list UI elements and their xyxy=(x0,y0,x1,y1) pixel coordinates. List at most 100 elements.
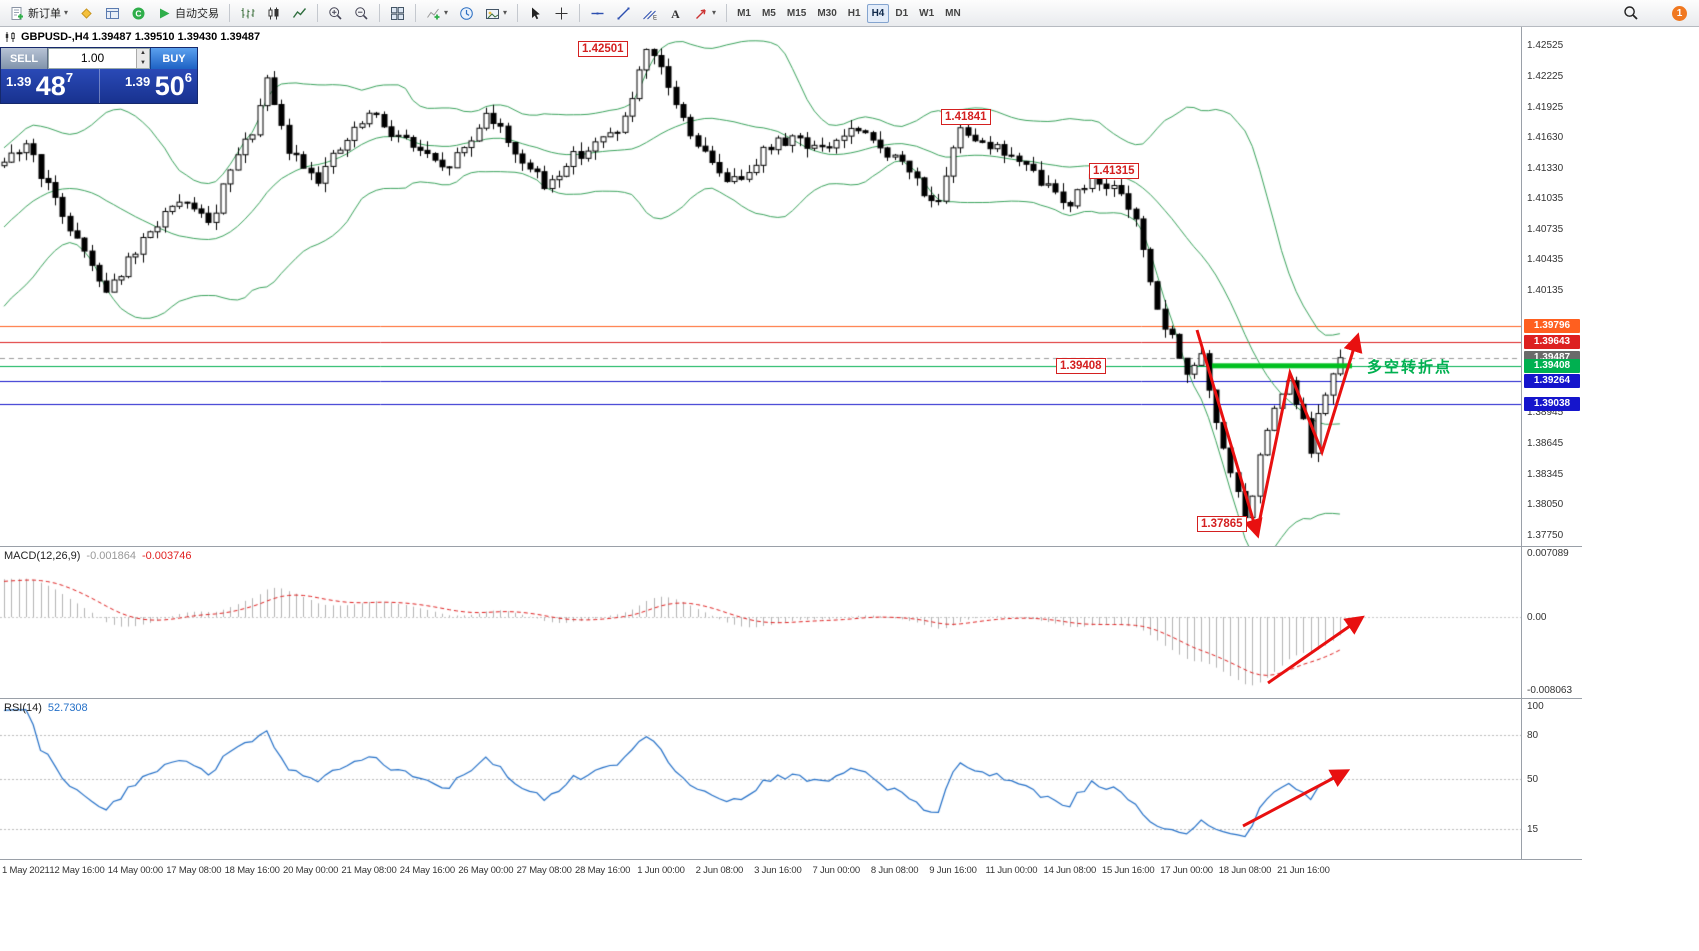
time-axis-label: 7 Jun 00:00 xyxy=(812,865,860,876)
rsi-axis[interactable]: 100 80 50 15 xyxy=(1522,699,1600,858)
time-axis-label: 14 Jun 08:00 xyxy=(1043,865,1097,876)
volume-value: 1.00 xyxy=(80,51,105,65)
timeframe-d1-button[interactable]: D1 xyxy=(895,7,909,19)
toolbar-separator xyxy=(379,4,381,22)
axis-border xyxy=(1521,27,1522,859)
price-axis-label: 1.41035 xyxy=(1527,192,1564,204)
rsi-label: RSI(14) 52.7308 xyxy=(4,702,88,714)
chevron-down-icon: ▾ xyxy=(712,8,717,17)
timeframe-h4-button[interactable]: H4 xyxy=(866,3,890,23)
rsi-canvas[interactable] xyxy=(0,699,1522,858)
timeframe-m5-button[interactable]: M5 xyxy=(761,7,776,19)
arrows-button[interactable]: ▾ xyxy=(689,2,721,24)
price-axis[interactable]: 1.42525 1.42225 1.41925 1.41630 1.41330 1.410… xyxy=(1522,27,1600,546)
price-axis-label: 1.41630 xyxy=(1527,131,1564,143)
equidistant-channel-button[interactable]: E xyxy=(637,2,662,24)
chevron-down-icon: ▾ xyxy=(64,8,69,17)
indicators-button[interactable]: ▾ xyxy=(421,2,453,24)
toolbar-separator xyxy=(229,4,231,22)
timeframe-m15-button[interactable]: M15 xyxy=(786,7,807,19)
timeframe-m1-button[interactable]: M1 xyxy=(737,7,751,19)
time-axis-label: 17 May 08:00 xyxy=(166,865,222,876)
symbol-ohlc-line: GBPUSD-,H4 1.39487 1.39510 1.39430 1.394… xyxy=(4,31,260,43)
chart-window-icon xyxy=(5,32,15,42)
macd-axis-label: 0.007089 xyxy=(1527,547,1569,559)
price-level-box: 1.39643 xyxy=(1524,334,1580,349)
buy-button[interactable]: BUY xyxy=(150,48,197,69)
crosshair-button[interactable] xyxy=(549,2,574,24)
price-axis-label: 1.41330 xyxy=(1527,162,1564,174)
rsi-panel: RSI(14) 52.7308 xyxy=(0,699,1522,858)
volume-input[interactable]: 1.00 ▲ ▼ xyxy=(48,48,150,69)
arrow-object-icon xyxy=(696,8,706,19)
timeframe-h1-button[interactable]: H1 xyxy=(847,7,861,19)
price-axis-label: 1.42225 xyxy=(1527,70,1564,82)
main-chart-canvas[interactable] xyxy=(0,27,1522,546)
panel-separator[interactable] xyxy=(0,546,1582,547)
horizontal-line-icon xyxy=(591,12,604,14)
snapshot-icon xyxy=(486,8,500,19)
one-click-trading-panel: SELL 1.00 ▲ ▼ BUY 1.39 487 1.39 506 xyxy=(0,47,198,104)
timeframe-mn-button[interactable]: MN xyxy=(945,7,961,19)
time-axis[interactable]: 1 May 2021 12 May 16:00 14 May 00:00 17 May… xyxy=(0,859,1582,881)
macd-canvas[interactable] xyxy=(0,547,1522,698)
sell-button[interactable]: SELL xyxy=(1,48,48,69)
macd-panel: MACD(12,26,9) -0.001864 -0.003746 xyxy=(0,547,1522,698)
bar-chart-button[interactable] xyxy=(235,2,260,24)
step-down-icon[interactable]: ▼ xyxy=(137,58,149,68)
time-axis-label: 15 Jun 16:00 xyxy=(1101,865,1155,876)
notification-badge[interactable]: 1 xyxy=(1672,5,1687,21)
period-button[interactable] xyxy=(454,2,479,24)
time-axis-label: 18 May 16:00 xyxy=(224,865,280,876)
price-callout-label[interactable]: 1.37865 xyxy=(1197,516,1247,532)
time-axis-label: 18 Jun 08:00 xyxy=(1218,865,1272,876)
text-button[interactable]: A xyxy=(663,2,688,24)
price-level-box: 1.39796 xyxy=(1524,319,1580,333)
zoom-in-button[interactable] xyxy=(323,2,348,24)
trendline-button[interactable] xyxy=(611,2,636,24)
price-callout-label[interactable]: 1.42501 xyxy=(578,41,628,57)
svg-text:C: C xyxy=(135,8,141,18)
time-axis-label: 1 Jun 00:00 xyxy=(637,865,685,876)
candlestick-chart-button[interactable] xyxy=(261,2,286,24)
price-axis-label: 1.41925 xyxy=(1527,101,1564,113)
clock-icon xyxy=(460,6,473,20)
cursor-icon xyxy=(532,7,540,19)
rsi-axis-label: 100 xyxy=(1527,701,1544,712)
terminal-button[interactable] xyxy=(100,2,125,24)
sell-price: 1.39 487 xyxy=(6,70,74,101)
panel-separator[interactable] xyxy=(0,698,1582,699)
community-button[interactable]: C xyxy=(126,2,151,24)
cursor-button[interactable] xyxy=(523,2,548,24)
svg-text:E: E xyxy=(653,15,657,21)
timeframe-w1-button[interactable]: W1 xyxy=(919,7,935,19)
tile-windows-button[interactable] xyxy=(385,2,410,24)
time-axis-label: 27 May 08:00 xyxy=(516,865,572,876)
metaeditor-button[interactable] xyxy=(74,2,99,24)
price-callout-label[interactable]: 1.41315 xyxy=(1089,163,1139,179)
candlestick-chart-icon xyxy=(268,7,279,19)
time-axis-label: 12 May 16:00 xyxy=(49,865,105,876)
zoom-out-button[interactable] xyxy=(349,2,374,24)
step-up-icon[interactable]: ▲ xyxy=(137,49,149,59)
price-callout-label[interactable]: 1.41841 xyxy=(941,109,991,125)
buy-price: 1.39 506 xyxy=(98,69,198,103)
autotrading-label: 自动交易 xyxy=(175,8,220,20)
volume-stepper[interactable]: ▲ ▼ xyxy=(136,49,149,68)
line-chart-button[interactable] xyxy=(287,2,312,24)
bull-bear-turning-point-annotation[interactable]: 多空转折点 xyxy=(1367,359,1453,376)
crosshair-icon xyxy=(555,7,568,19)
search-button[interactable] xyxy=(1618,2,1644,24)
time-axis-label: 26 May 00:00 xyxy=(458,865,514,876)
equidistant-channel-icon: E xyxy=(643,10,657,21)
snapshot-button[interactable]: ▾ xyxy=(480,2,512,24)
new-order-button[interactable]: 新订单 ▾ xyxy=(5,2,73,24)
autotrading-button[interactable]: 自动交易 xyxy=(152,2,224,24)
price-callout-label[interactable]: 1.39408 xyxy=(1056,358,1106,374)
toolbar-separator xyxy=(317,4,319,22)
macd-axis[interactable]: 0.007089 0.00 -0.008063 xyxy=(1522,547,1600,698)
time-axis-label: 17 Jun 00:00 xyxy=(1160,865,1213,876)
horizontal-line-button[interactable] xyxy=(585,2,610,24)
timeframe-m30-button[interactable]: M30 xyxy=(817,7,837,19)
time-axis-label: 28 May 16:00 xyxy=(575,865,631,876)
